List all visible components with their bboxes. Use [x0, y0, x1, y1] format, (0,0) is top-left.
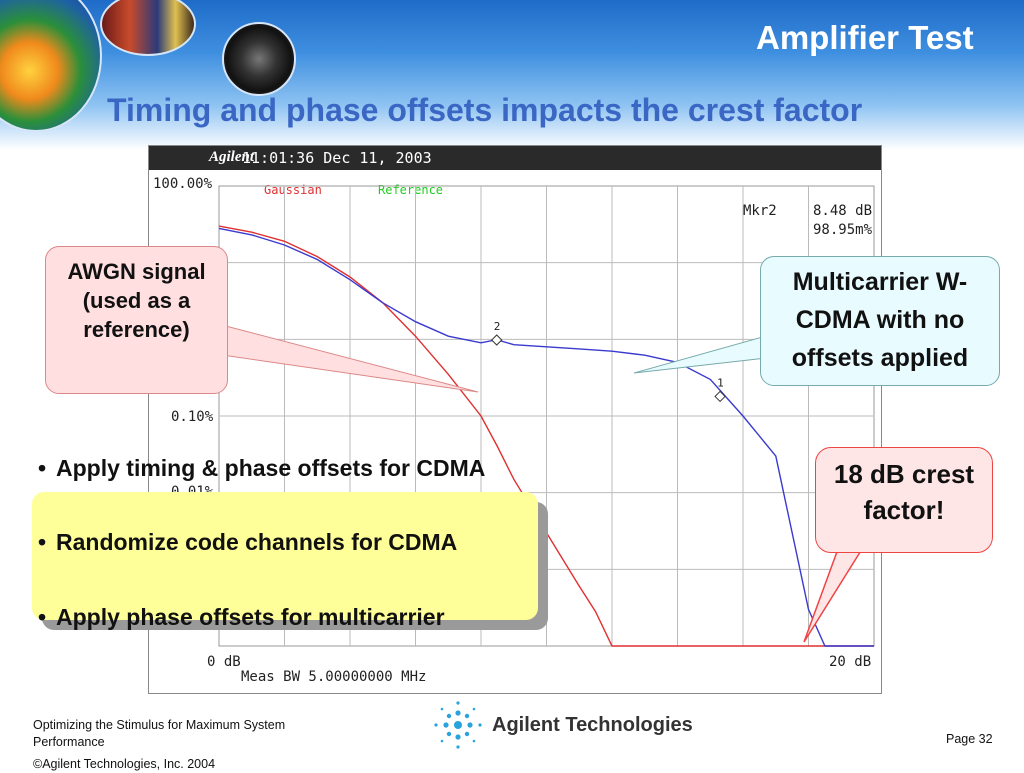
marker-pct: 98.95m%	[813, 222, 873, 238]
page-number: Page 32	[946, 732, 993, 746]
bullet-item: • Apply phase offsets for multicarrier	[38, 601, 538, 634]
marker-label: 2	[494, 320, 501, 333]
legend-reference: Reference	[378, 183, 444, 197]
instrument-header: Agilent 11:01:36 Dec 11, 2003	[149, 146, 881, 170]
agilent-spark-icon	[434, 701, 482, 749]
bullet-text: Apply phase offsets for multicarrier	[56, 604, 445, 630]
marker-db: 8.48 dB	[813, 203, 873, 219]
meas-bw-label: Meas BW 5.00000000 MHz	[241, 669, 427, 685]
y-mid-label: 0.10%	[171, 409, 214, 425]
instrument-thumbnail-image	[100, 0, 196, 56]
bullet-text: Apply timing & phase offsets for CDMA	[56, 455, 486, 481]
footer-copyright: ©Agilent Technologies, Inc. 2004	[33, 757, 216, 771]
awgn-callout: AWGN signal (used as a reference)	[45, 246, 228, 394]
page-title: Timing and phase offsets impacts the cre…	[107, 92, 863, 128]
header-banner	[0, 0, 1024, 150]
bullet-dot: •	[38, 455, 47, 481]
marker-label: 1	[717, 376, 724, 389]
bullet-item: • Apply timing & phase offsets for CDMA	[38, 452, 538, 485]
y-top-label: 100.00%	[153, 176, 213, 192]
scope-thumbnail-image	[222, 22, 296, 96]
bullet-dot: •	[38, 529, 47, 555]
footer-title: Optimizing the Stimulus for Maximum Syst…	[33, 718, 286, 749]
bullet-dot: •	[38, 604, 47, 630]
marker-diamond	[714, 390, 726, 403]
bullets-panel	[32, 492, 538, 620]
spectrum-thumbnail-image	[0, 0, 102, 132]
legend-gaussian: Gaussian	[264, 183, 322, 197]
multicarrier-callout: Multicarrier W-CDMA with no offsets appl…	[760, 256, 1000, 386]
instrument-timestamp: 11:01:36 Dec 11, 2003	[242, 149, 432, 167]
marker-diamond	[491, 334, 503, 346]
bullet-text: Randomize code channels for CDMA	[56, 529, 458, 555]
bullet-item: • Randomize code channels for CDMA	[38, 526, 538, 559]
company-name: Agilent Technologies	[492, 714, 693, 736]
x-left-label: 0 dB	[207, 654, 241, 670]
footer-left: Optimizing the Stimulus for Maximum Syst…	[33, 717, 353, 773]
instrument-brand: Agilent	[209, 149, 255, 165]
marker-label: Mkr2	[743, 203, 777, 219]
section-title: Amplifier Test	[756, 19, 974, 56]
x-right-label: 20 dB	[829, 654, 872, 670]
company-logo: Agilent Technologies	[432, 698, 693, 752]
crest-factor-callout: 18 dB crest factor!	[815, 447, 993, 553]
